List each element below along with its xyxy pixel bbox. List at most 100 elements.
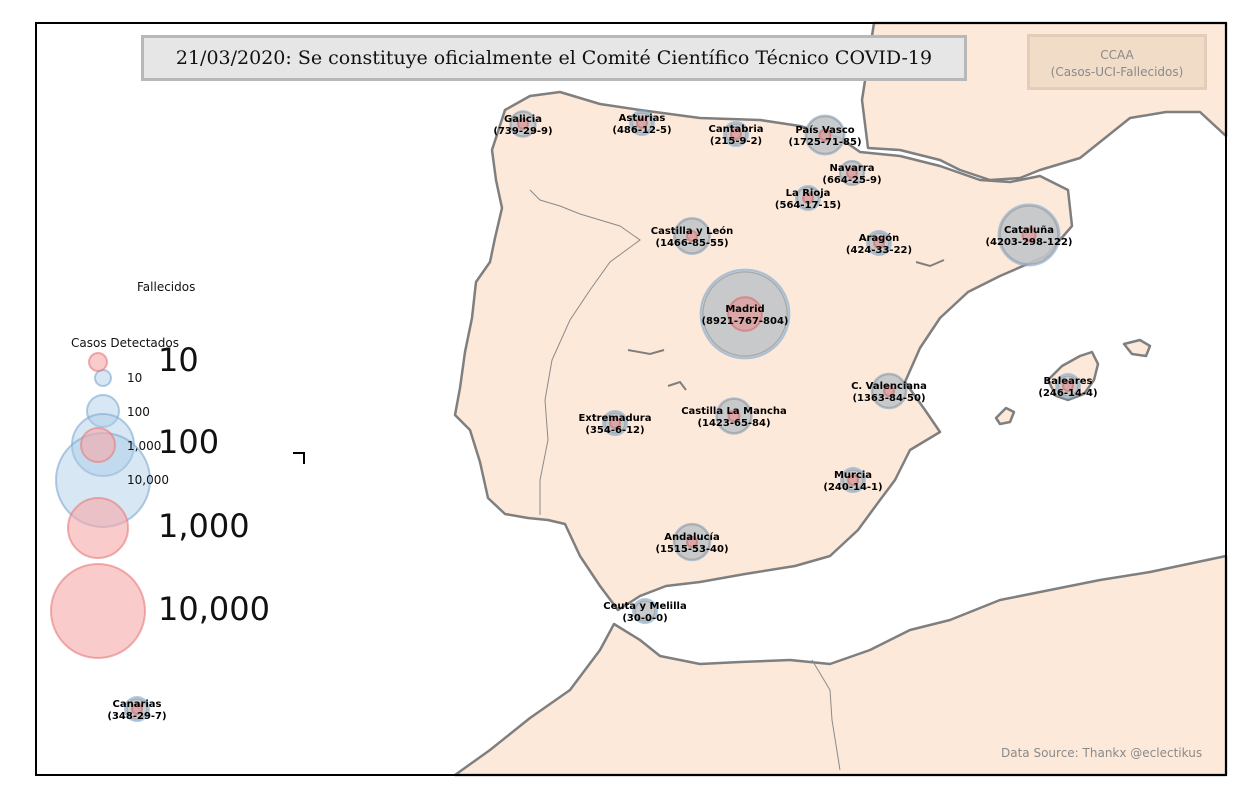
region-marker: Ceuta y Melilla(30-0-0) [603,598,687,624]
region-marker: La Rioja(564-17-15) [775,185,841,211]
region-marker: Aragón(424-33-22) [846,230,912,256]
region-values: (664-25-9) [822,175,881,186]
fallecidos-bubble [883,385,895,397]
region-marker: Cataluña(4203-298-122) [985,203,1073,267]
casos-legend-label: 1,000 [127,439,162,453]
ccaa-legend: CCAA (Casos-UCI-Fallecidos) [1027,34,1207,90]
region-values: (1515-53-40) [655,544,728,555]
region-values: (486-12-5) [612,125,671,136]
country-border [529,189,641,515]
menorca-land [1122,338,1152,358]
ibiza-land [994,406,1016,426]
region-marker: Baleares(246-14-4) [1038,373,1098,399]
map-title: 21/03/2020: Se constituye oficialmente e… [141,35,967,81]
fallecidos-bubble [686,536,698,548]
reservoir-mark [915,259,945,268]
region-name: Cataluña [1004,225,1054,236]
region-marker: Castilla La Mancha(1423-65-84) [681,397,787,435]
region-values: (354-6-12) [585,425,644,436]
region-values: (1466-85-55) [655,238,728,249]
fallecidos-bubble [818,128,832,142]
region-values: (215-9-2) [710,136,762,147]
fallecidos-bubble [609,417,621,429]
region-name: Baleares [1044,376,1093,387]
fallecidos-bubble [686,230,698,242]
reservoir-mark [627,349,665,356]
region-marker: Extremadura(354-6-12) [579,410,652,436]
region-values: (246-14-4) [1038,388,1097,399]
region-name: Cantabria [709,124,764,135]
fallecidos-bubble [1021,227,1037,243]
region-name: Galicia [504,114,542,125]
region-name: C. Valenciana [851,381,927,392]
casos-legend-circle [94,369,112,387]
region-marker: Galicia(739-29-9) [493,110,553,138]
uci-bubble [634,600,656,622]
region-values: (8921-767-804) [701,316,788,327]
region-values: (1363-84-50) [852,393,925,404]
region-marker: C. Valenciana(1363-84-50) [851,372,927,410]
casos-legend-label: 10,000 [127,473,169,487]
africa-land [453,554,1228,777]
region-name: Aragón [859,232,900,244]
legend-title: CCAA [1100,48,1134,62]
region-name: Castilla La Mancha [681,406,787,417]
region-values: (240-14-1) [823,482,882,493]
fallecidos-legend-circle [67,497,129,559]
region-values: (424-33-22) [846,245,912,256]
fallecidos-bubble [727,296,763,332]
fallecidos-legend-circle [80,427,116,463]
country-border [811,659,841,771]
fallecidos-legend-label: 100 [158,423,220,461]
region-marker: Cantabria(215-9-2) [709,121,764,147]
region-name: País Vasco [795,124,854,136]
fallecidos-legend-label: 10,000 [158,590,270,628]
region-values: (564-17-15) [775,200,841,211]
region-marker: Andalucía(1515-53-40) [655,522,729,562]
region-name: Canarias [112,699,161,710]
region-marker: Asturias(486-12-5) [612,110,672,136]
data-source: Data Source: Thankx @eclectikus [1001,746,1203,760]
fallecidos-legend-circle [88,352,108,372]
region-name: Castilla y León [651,225,733,237]
legend-subtitle: (Casos-UCI-Fallecidos) [1050,65,1184,79]
region-marker: Canarias(348-29-7) [107,696,167,722]
fallecidos-bubble [847,474,859,486]
region-marker: Murcia(240-14-1) [823,467,883,493]
bubble-layer: Galicia(739-29-9) Asturias(486-12-5) Canta… [107,110,1098,722]
fallecidos-bubble [873,237,885,249]
region-values: (30-0-0) [622,613,667,624]
fallecidos-bubble [131,703,143,715]
region-name: La Rioja [786,188,831,199]
fallecidos-legend-label: 1,000 [158,507,250,545]
fallecidos-legend-label: 10 [158,341,199,379]
region-name: Madrid [725,304,764,315]
region-name: Extremadura [579,413,652,424]
region-name: Andalucía [664,531,719,543]
fallecidos-bubble [517,118,529,130]
region-marker: Madrid(8921-767-804) [699,268,791,360]
fallecidos-bubble [802,192,814,204]
region-values: (739-29-9) [493,126,552,137]
region-values: (4203-298-122) [985,237,1072,248]
map-frame [35,22,1227,776]
region-marker: Castilla y León(1466-85-55) [651,217,733,255]
casos-legend-label: 10 [127,371,143,385]
fallecidos-legend-title: Fallecidos [137,280,196,294]
size-legend [50,352,151,659]
region-name: Asturias [619,113,666,124]
region-values: (1423-65-84) [697,418,770,429]
canarias-inset-corner [293,452,305,464]
region-name: Ceuta y Melilla [603,601,686,612]
fallecidos-legend-circle [50,563,146,659]
fallecidos-bubble [1062,380,1074,392]
region-values: (1725-71-85) [788,137,861,148]
region-marker: Navarra(664-25-9) [822,159,882,187]
fallecidos-bubble [846,167,858,179]
region-name: Navarra [830,163,875,174]
fallecidos-bubble [730,128,742,140]
fallecidos-bubble [727,409,741,423]
fallecidos-bubble [636,117,648,129]
region-values: (348-29-7) [107,711,166,722]
